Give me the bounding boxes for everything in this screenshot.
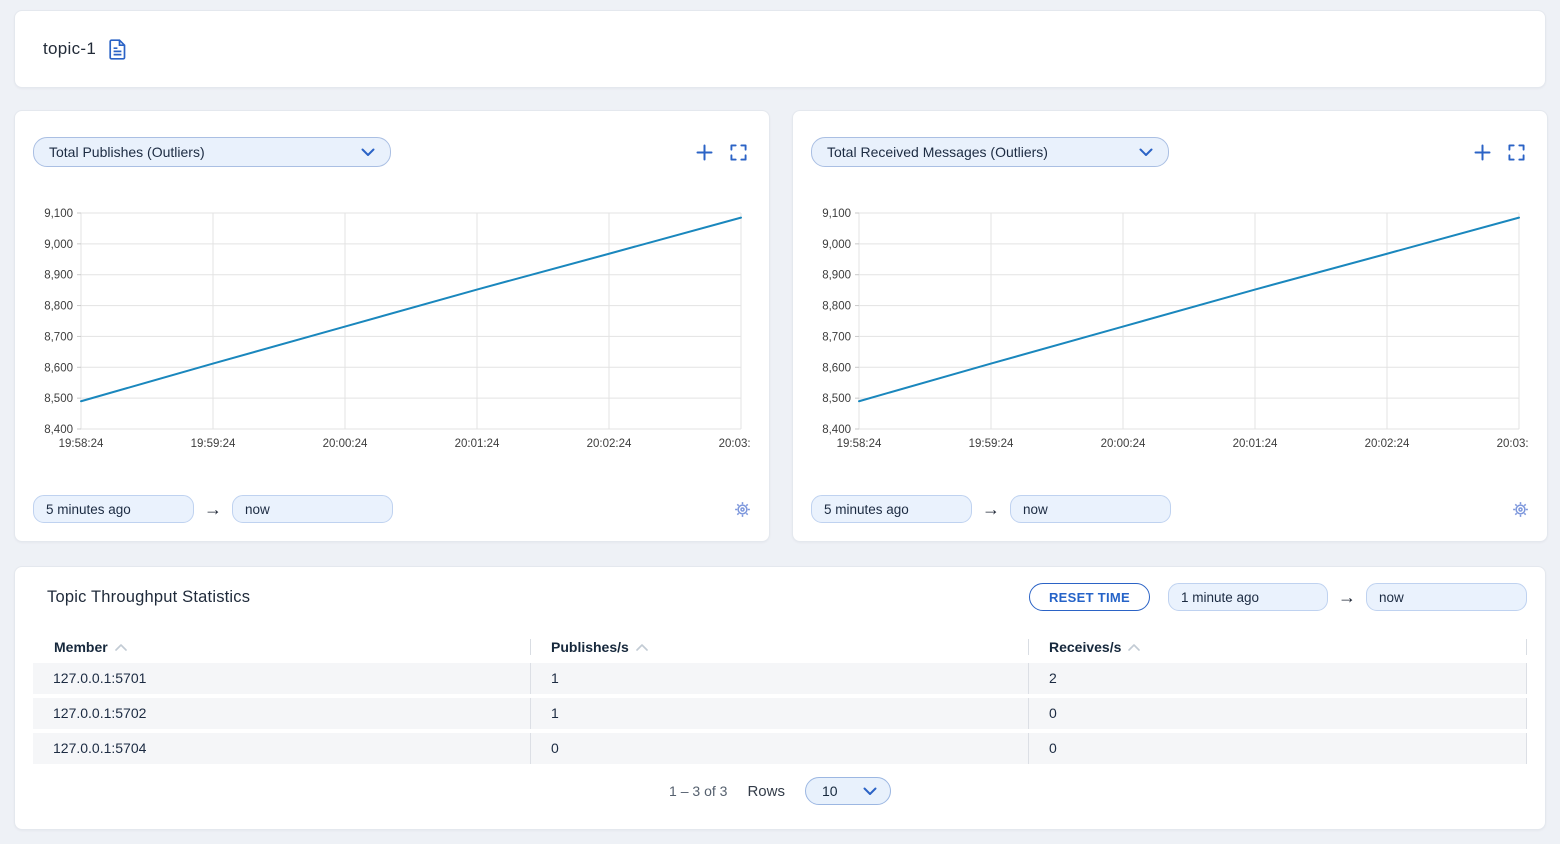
svg-text:8,500: 8,500 [44, 393, 73, 405]
stats-time-from-input[interactable] [1168, 583, 1328, 611]
svg-text:8,800: 8,800 [44, 301, 73, 313]
svg-text:9,100: 9,100 [44, 208, 73, 220]
svg-text:20:00:24: 20:00:24 [1101, 438, 1146, 450]
chart-header: Total Received Messages (Outliers) [811, 137, 1529, 167]
time-from-input[interactable] [33, 495, 194, 523]
fullscreen-icon[interactable] [730, 143, 747, 161]
arrow-right-icon: → [982, 499, 1000, 519]
svg-text:8,900: 8,900 [44, 270, 73, 282]
chart-header: Total Publishes (Outliers) [33, 137, 751, 167]
fullscreen-icon[interactable] [1508, 143, 1525, 161]
stats-time-to-input[interactable] [1366, 583, 1527, 611]
page-title: topic-1 [43, 39, 97, 58]
table-header-row: Member Publishes/s Receives/s [33, 635, 1527, 659]
svg-text:8,700: 8,700 [44, 331, 73, 343]
table-cell: 127.0.0.1:5701 [33, 663, 531, 694]
chevron-down-icon [361, 148, 375, 156]
column-header-member[interactable]: Member [33, 639, 531, 655]
topic-throughput-card: Topic Throughput Statistics RESET TIME →… [14, 566, 1546, 830]
table-cell: 0 [1029, 698, 1527, 729]
table-cell: 127.0.0.1:5702 [33, 698, 531, 729]
svg-text:19:59:24: 19:59:24 [191, 438, 236, 450]
svg-text:19:59:24: 19:59:24 [969, 438, 1014, 450]
svg-text:8,700: 8,700 [822, 331, 851, 343]
charts-row: Total Publishes (Outliers) 8,400 8,500 8,6… [14, 110, 1548, 542]
svg-text:8,600: 8,600 [822, 362, 851, 374]
stats-table: Member Publishes/s Receives/s 127.0.0.1:… [33, 635, 1527, 764]
reset-time-button[interactable]: RESET TIME [1028, 583, 1150, 611]
svg-text:9,100: 9,100 [822, 208, 851, 220]
chart-actions [1473, 143, 1529, 162]
chevron-down-icon [863, 787, 877, 795]
column-header-publishes[interactable]: Publishes/s [531, 639, 1029, 655]
svg-text:20:03:24: 20:03:24 [1497, 438, 1529, 450]
table-row: 127.0.0.1:5702 1 0 [33, 698, 1527, 729]
add-chart-icon[interactable] [695, 143, 714, 162]
svg-text:20:00:24: 20:00:24 [323, 438, 368, 450]
chart-actions [695, 143, 751, 162]
sort-caret-icon [636, 643, 648, 651]
table-cell: 127.0.0.1:5704 [33, 733, 531, 764]
metric-select[interactable]: Total Publishes (Outliers) [33, 137, 391, 167]
table-cell: 2 [1029, 663, 1527, 694]
column-header-receives[interactable]: Receives/s [1029, 639, 1527, 655]
svg-text:8,900: 8,900 [822, 270, 851, 282]
chart-time-range: → [33, 495, 751, 523]
time-to-input[interactable] [232, 495, 393, 523]
svg-text:20:03:24: 20:03:24 [719, 438, 751, 450]
arrow-right-icon: → [1338, 587, 1356, 607]
svg-text:20:02:24: 20:02:24 [587, 438, 632, 450]
svg-text:20:01:24: 20:01:24 [455, 438, 500, 450]
time-from-input[interactable] [811, 495, 972, 523]
add-chart-icon[interactable] [1473, 143, 1492, 162]
svg-text:20:02:24: 20:02:24 [1365, 438, 1410, 450]
metric-select-value: Total Publishes (Outliers) [49, 144, 205, 160]
svg-text:9,000: 9,000 [44, 239, 73, 251]
sort-caret-icon [1128, 643, 1141, 651]
chevron-down-icon [1139, 148, 1153, 156]
time-to-input[interactable] [1010, 495, 1171, 523]
document-icon[interactable] [109, 38, 126, 60]
publishes-chart-card: Total Publishes (Outliers) 8,400 8,500 8,6… [14, 110, 770, 542]
line-chart: 8,400 8,500 8,600 8,700 8,800 8,900 9,000 9,100… [822, 208, 1529, 450]
rows-per-page-value: 10 [821, 783, 838, 799]
arrow-right-icon: → [204, 499, 222, 519]
topic-header-card: topic-1 [14, 10, 1546, 88]
svg-text:8,400: 8,400 [44, 424, 73, 436]
chart-time-range: → [811, 495, 1529, 523]
svg-text:20:01:24: 20:01:24 [1233, 438, 1278, 450]
chart-settings-gear-icon[interactable] [1512, 501, 1529, 518]
stats-title: Topic Throughput Statistics [47, 587, 251, 606]
table-row: 127.0.0.1:5704 0 0 [33, 733, 1527, 764]
chart-settings-gear-icon[interactable] [734, 501, 751, 518]
svg-text:8,600: 8,600 [44, 362, 73, 374]
svg-text:19:58:24: 19:58:24 [837, 438, 882, 450]
metric-select-value: Total Received Messages (Outliers) [827, 144, 1048, 160]
rows-per-page-select[interactable]: 10 [804, 777, 891, 805]
svg-text:19:58:24: 19:58:24 [59, 438, 104, 450]
rows-per-page-label: Rows [747, 782, 785, 800]
sort-caret-icon [114, 643, 127, 651]
table-cell: 1 [531, 698, 1029, 729]
stats-table-body: 127.0.0.1:5701 1 2 127.0.0.1:5702 1 0 127.0.0.… [33, 663, 1527, 764]
page-range-label: 1 – 3 of 3 [669, 783, 728, 799]
stats-header: Topic Throughput Statistics RESET TIME → [33, 583, 1527, 611]
svg-text:8,800: 8,800 [822, 301, 851, 313]
pagination: 1 – 3 of 3 Rows 10 [33, 777, 1527, 805]
table-cell: 0 [531, 733, 1029, 764]
metric-select[interactable]: Total Received Messages (Outliers) [811, 137, 1169, 167]
stats-time-controls: RESET TIME → [1028, 583, 1527, 611]
receives-chart-card: Total Received Messages (Outliers) 8,400… [792, 110, 1548, 542]
svg-text:9,000: 9,000 [822, 239, 851, 251]
line-chart: 8,400 8,500 8,600 8,700 8,800 8,900 9,000 9,100… [44, 208, 751, 450]
table-cell: 0 [1029, 733, 1527, 764]
svg-text:8,400: 8,400 [822, 424, 851, 436]
table-cell: 1 [531, 663, 1029, 694]
svg-text:8,500: 8,500 [822, 393, 851, 405]
table-row: 127.0.0.1:5701 1 2 [33, 663, 1527, 694]
